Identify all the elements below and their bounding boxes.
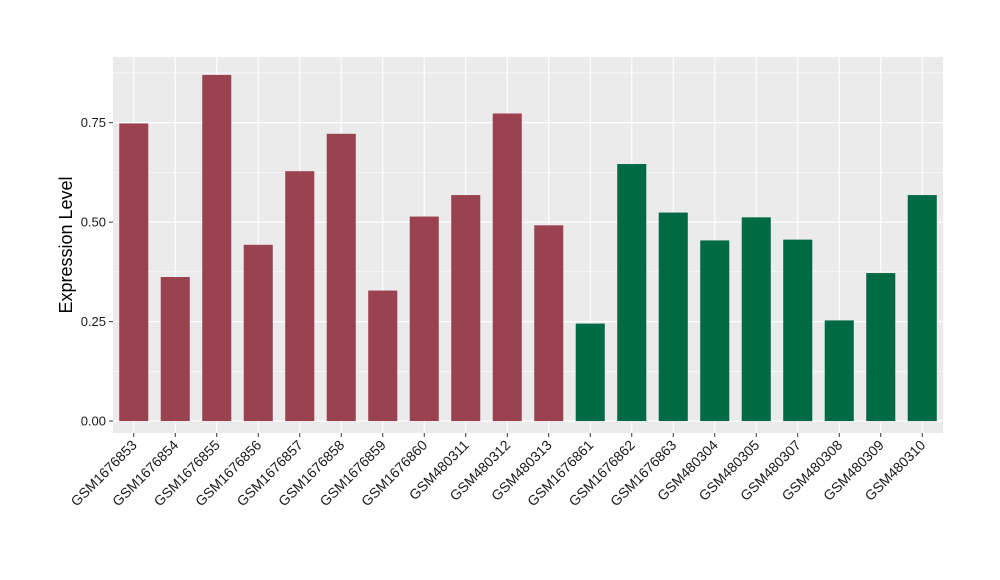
y-tick-label: 0.50 xyxy=(81,215,106,230)
y-tick-label: 0.25 xyxy=(81,314,106,329)
bar-gsm1676859 xyxy=(368,290,398,422)
bar-gsm480305 xyxy=(741,217,771,422)
bar-gsm1676861 xyxy=(575,323,605,422)
bar-gsm1676862 xyxy=(617,164,647,422)
bar-gsm480311 xyxy=(451,195,481,422)
y-tick-label: 0.00 xyxy=(81,414,106,429)
y-axis-title: Expression Level xyxy=(56,176,76,313)
bar-gsm480308 xyxy=(824,320,854,422)
bar-gsm480313 xyxy=(534,225,564,422)
bar-gsm1676856 xyxy=(243,244,273,422)
bar-gsm480307 xyxy=(783,239,813,422)
bar-gsm480310 xyxy=(907,195,937,422)
bar-gsm1676858 xyxy=(326,133,356,422)
y-tick-label: 0.75 xyxy=(81,115,106,130)
bar-gsm1676860 xyxy=(409,216,439,422)
bar-gsm1676857 xyxy=(285,171,315,422)
bar-gsm1676853 xyxy=(119,123,149,422)
y-axis: 0.00 0.25 0.50 0.75 xyxy=(81,115,113,429)
bar-gsm480304 xyxy=(700,240,730,422)
bar-gsm1676854 xyxy=(160,277,190,422)
plot-panel xyxy=(113,57,943,433)
bar-gsm480312 xyxy=(492,113,522,422)
bar-gsm1676863 xyxy=(658,212,688,422)
bars xyxy=(119,74,937,422)
bar-gsm1676855 xyxy=(202,74,232,422)
bar-gsm480309 xyxy=(866,273,896,422)
